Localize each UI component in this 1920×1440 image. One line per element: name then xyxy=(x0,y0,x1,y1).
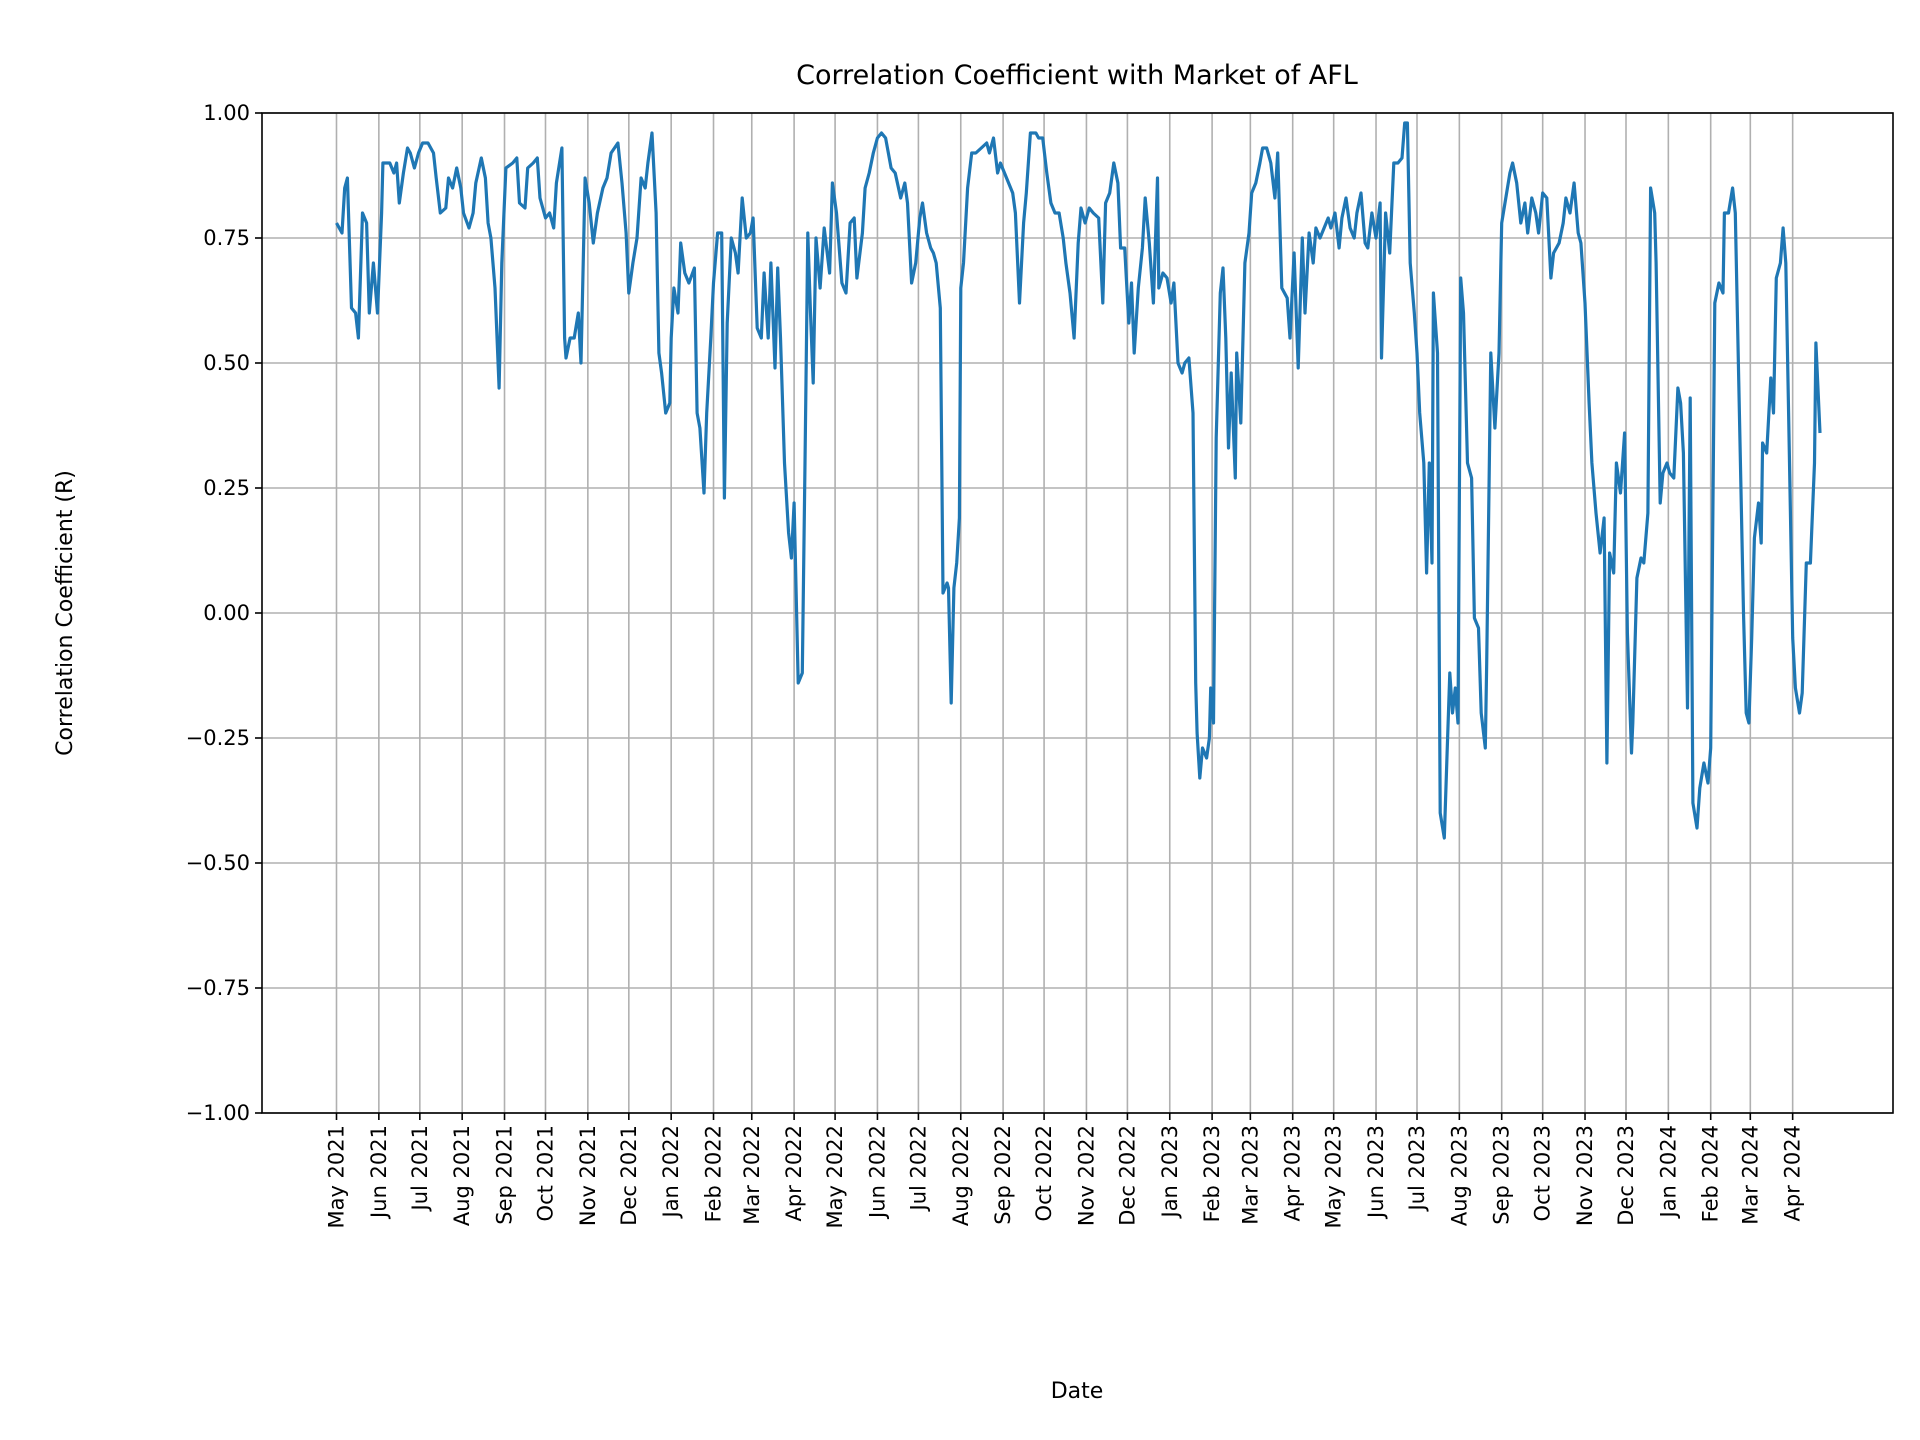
x-axis-label: Date xyxy=(1051,1379,1104,1404)
x-tick-label: Oct 2022 xyxy=(1032,1125,1056,1221)
x-tick-label: Mar 2023 xyxy=(1238,1125,1262,1225)
x-tick-label: Jul 2023 xyxy=(1405,1125,1429,1212)
x-tick-label: May 2023 xyxy=(1322,1125,1346,1229)
x-tick-label: Jun 2021 xyxy=(367,1125,391,1220)
x-tick-label: Mar 2024 xyxy=(1738,1125,1762,1225)
x-tick-label: Dec 2021 xyxy=(617,1125,641,1226)
x-tick-label: Jun 2022 xyxy=(865,1125,889,1220)
y-tick-label: −0.25 xyxy=(186,726,250,750)
y-tick-label: −1.00 xyxy=(186,1101,250,1125)
x-tick-label: Nov 2022 xyxy=(1074,1125,1098,1226)
x-tick-label: Jan 2024 xyxy=(1656,1125,1680,1220)
x-tick-label: Apr 2024 xyxy=(1781,1125,1805,1221)
y-tick-label: 0.75 xyxy=(203,226,250,250)
x-tick-label: May 2022 xyxy=(823,1125,847,1229)
x-tick-label: Jan 2022 xyxy=(659,1125,683,1220)
x-tick-label: Feb 2022 xyxy=(702,1125,726,1222)
x-tick-label: Nov 2021 xyxy=(576,1125,600,1226)
x-tick-label: Jan 2023 xyxy=(1158,1125,1182,1220)
series-line xyxy=(335,121,1822,840)
chart-title: Correlation Coefficient with Market of A… xyxy=(796,60,1358,91)
x-tick-label: Dec 2022 xyxy=(1115,1125,1139,1226)
x-tick-label: Mar 2022 xyxy=(740,1125,764,1225)
x-tick-label: Nov 2023 xyxy=(1573,1125,1597,1226)
x-tick-label: May 2021 xyxy=(325,1125,349,1229)
x-tick-label: Aug 2023 xyxy=(1447,1125,1471,1226)
y-tick-label: −0.75 xyxy=(186,976,250,1000)
x-tick-label: Dec 2023 xyxy=(1614,1125,1638,1226)
x-tick-label: Feb 2023 xyxy=(1200,1125,1224,1222)
x-tick-label: Apr 2023 xyxy=(1281,1125,1305,1221)
y-axis-label: Correlation Coefficient (R) xyxy=(53,470,78,756)
y-tick-label: 0.25 xyxy=(203,476,250,500)
x-tick-label: Oct 2023 xyxy=(1531,1125,1555,1221)
x-tick-label: Sep 2023 xyxy=(1490,1125,1514,1225)
x-tick-label: Jul 2021 xyxy=(408,1125,432,1212)
x-tick-label: Aug 2022 xyxy=(949,1125,973,1226)
y-tick-label: 1.00 xyxy=(203,101,250,125)
x-tick-label: Jul 2022 xyxy=(906,1125,930,1212)
y-tick-label: 0.00 xyxy=(203,601,250,625)
x-tick-label: Sep 2022 xyxy=(991,1125,1015,1225)
x-tick-label: Apr 2022 xyxy=(782,1125,806,1221)
y-tick-label: −0.50 xyxy=(186,851,250,875)
y-axis-ticks: −1.00 −0.75 −0.50 −0.25 0.00 0.25 0.50 0.75 1.00 xyxy=(186,101,262,1125)
x-tick-label: Aug 2021 xyxy=(450,1125,474,1226)
x-tick-label: Feb 2024 xyxy=(1699,1125,1723,1222)
y-tick-label: 0.50 xyxy=(203,351,250,375)
x-tick-label: Jun 2023 xyxy=(1364,1125,1388,1220)
x-tick-label: Sep 2021 xyxy=(493,1125,517,1225)
x-tick-label: Oct 2021 xyxy=(533,1125,557,1221)
x-axis-ticks: May 2021 Jun 2021 Jul 2021 Aug 2021 Sep 2021… xyxy=(325,1113,1805,1229)
plot-frame xyxy=(261,112,1894,1114)
